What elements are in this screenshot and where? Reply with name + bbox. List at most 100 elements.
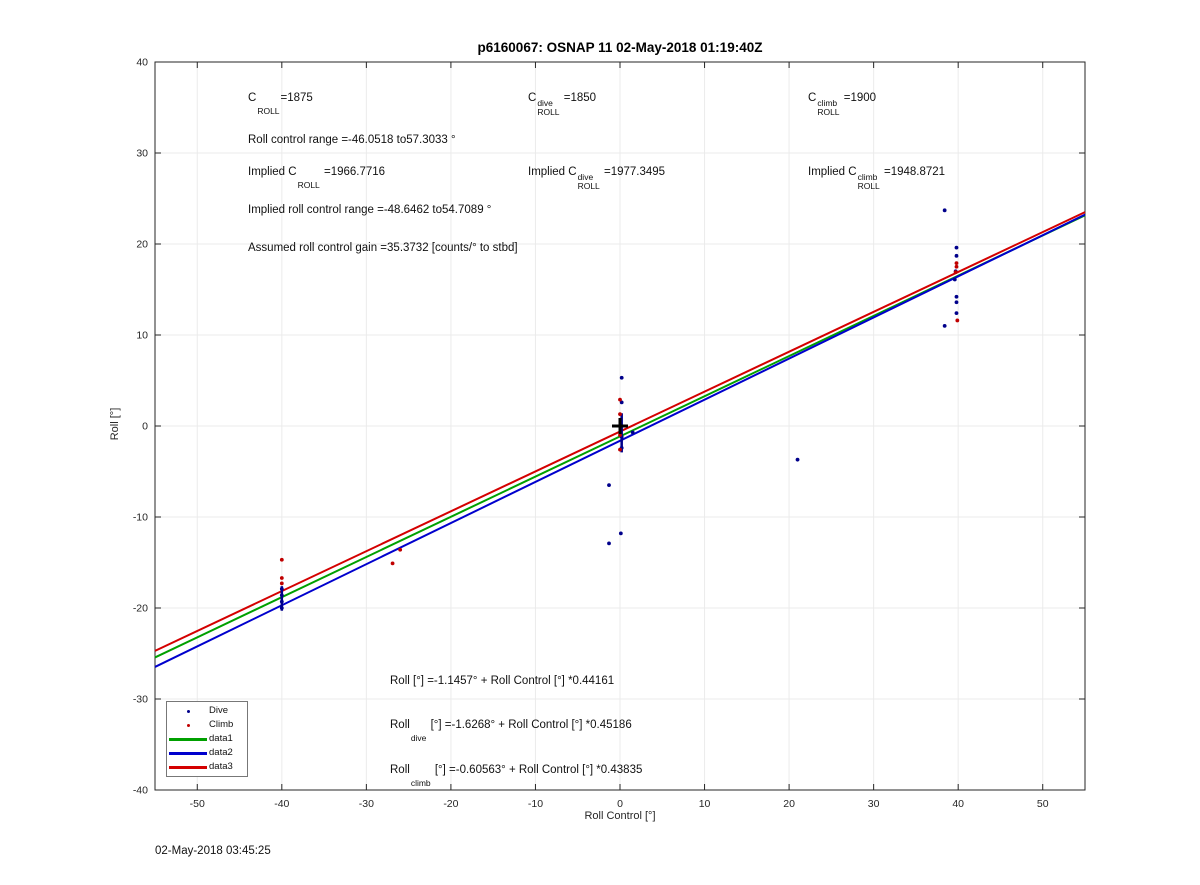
annotation-implied-roll-control-range: Implied roll control range =-48.6462 to5… [248, 204, 492, 216]
dive-marker-icon [167, 709, 209, 713]
equation-text: Roll [390, 675, 410, 687]
equation-text: Roll [390, 719, 410, 731]
dive-point [279, 606, 284, 610]
x-tick-label: 10 [699, 798, 711, 810]
dive-point [279, 593, 284, 598]
annotation-text: C [248, 92, 257, 104]
data2-line-icon [167, 751, 209, 755]
climb-point [618, 447, 622, 452]
dive-point [954, 253, 959, 258]
y-tick-label: 10 [136, 330, 148, 342]
legend: Dive Climb data1 data2 data3 [166, 701, 248, 777]
legend-item-data1: data1 [167, 732, 247, 746]
subsup: climb [411, 779, 431, 788]
climb-point [954, 264, 959, 269]
dive-point [607, 541, 611, 546]
equation-value: [°] =-1.6268° + Roll Control [°] *0.4518… [427, 719, 632, 731]
y-tick-label: -40 [133, 785, 148, 797]
climb-point [618, 433, 622, 437]
y-tick-label: -10 [133, 512, 148, 524]
data1-line-icon [167, 737, 209, 741]
subsup: dive ROLL [578, 173, 600, 190]
legend-item-data3: data3 [167, 760, 247, 774]
annotation-text: Implied C [808, 166, 857, 178]
equation-dive: Roll dive [°] =-1.6268° + Roll Control [°… [390, 719, 632, 743]
climb-point [954, 261, 959, 266]
x-tick-label: -40 [274, 798, 289, 810]
fit-line-data2 [154, 213, 1086, 668]
subscript: ROLL [537, 106, 560, 117]
subsup: climb ROLL [858, 173, 880, 190]
annotation-assumed-gain: Assumed roll control gain =35.3732 [coun… [248, 242, 518, 254]
x-tick-label: -30 [359, 798, 374, 810]
dive-point [279, 599, 284, 604]
y-axis-label: Roll [°] [109, 407, 121, 441]
legend-label: data3 [209, 761, 233, 773]
climb-point [955, 318, 960, 323]
equation-text: Roll [390, 764, 410, 776]
climb-point [279, 581, 284, 586]
x-tick-label: -20 [443, 798, 458, 810]
legend-item-dive: Dive [167, 704, 247, 718]
subsup: climb ROLL [817, 99, 839, 116]
dive-point [942, 324, 947, 328]
annotation-text: Implied C [248, 166, 297, 178]
annotation-implied-c-roll: Implied C ROLL =1966.7716 [248, 166, 385, 190]
annotation-value: =1875 [280, 92, 313, 104]
climb-point [279, 576, 284, 580]
annotation-value: =1850 [560, 92, 597, 104]
subscript: ROLL [297, 180, 320, 190]
x-tick-label: 40 [952, 798, 964, 810]
y-tick-label: -20 [133, 603, 148, 615]
subscript: ROLL [857, 180, 880, 191]
equation-climb: Roll climb [°] =-0.60563° + Roll Control … [390, 764, 642, 788]
legend-label: data2 [209, 747, 233, 759]
x-tick-label: -50 [190, 798, 205, 810]
equation-all: Roll [°] =-1.1457° + Roll Control [°] *0… [390, 675, 614, 687]
subscript: ROLL [817, 106, 840, 117]
annotation-value: =1966.7716 [320, 166, 386, 178]
x-tick-label: 0 [617, 798, 623, 810]
subscript: ROLL [257, 106, 280, 116]
creation-timestamp: 02-May-2018 03:45:25 [155, 845, 271, 857]
annotation-roll-control-range: Roll control range =-46.0518 to57.3033 ° [248, 134, 456, 146]
dive-point [952, 277, 957, 282]
annotation-text: C [528, 92, 537, 104]
annotation-value: =1948.8721 [880, 166, 946, 178]
dive-point [619, 400, 624, 405]
plot-title: p6160067: OSNAP 11 02-May-2018 01:19:40Z [477, 40, 763, 55]
x-tick-label: 50 [1037, 798, 1049, 810]
subsup: dive ROLL [537, 99, 559, 116]
subsup: ROLL [298, 181, 320, 190]
annotation-text: Implied C [528, 166, 577, 178]
dive-point [795, 457, 800, 462]
y-tick-label: 40 [136, 57, 148, 69]
subsup: ROLL [257, 107, 279, 116]
annotation-c-roll: C ROLL =1875 [248, 92, 313, 116]
equation-value: [°] =-0.60563° + Roll Control [°] *0.438… [431, 764, 643, 776]
dive-point [618, 531, 623, 536]
dive-point [630, 430, 635, 435]
data3-line-icon [167, 765, 209, 769]
superscript: climb [817, 98, 838, 108]
subsup: dive [411, 734, 427, 743]
superscript: dive [577, 172, 594, 182]
dive-point [607, 483, 611, 488]
legend-label: data1 [209, 733, 233, 745]
x-tick-label: 30 [868, 798, 880, 810]
x-tick-label: 20 [783, 798, 795, 810]
climb-marker-icon [167, 723, 209, 727]
annotation-value: =1977.3495 [600, 166, 666, 178]
equation-value: [°] =-1.1457° + Roll Control [°] *0.4416… [409, 675, 615, 687]
y-tick-label: 20 [136, 239, 148, 251]
dive-point [954, 294, 959, 299]
y-tick-label: -30 [133, 694, 148, 706]
dive-point [954, 300, 959, 305]
x-tick-label: -10 [528, 798, 543, 810]
